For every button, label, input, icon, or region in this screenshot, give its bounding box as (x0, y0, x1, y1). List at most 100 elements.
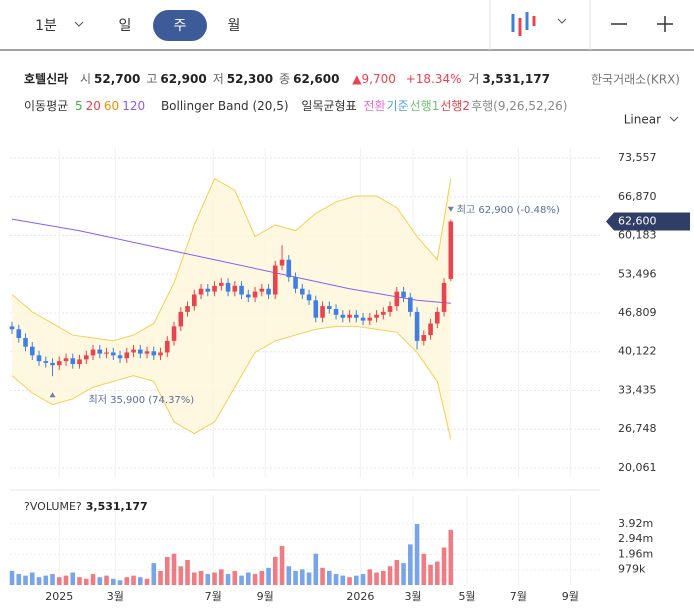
candle-body (36, 355, 42, 362)
volume-bar (43, 575, 49, 585)
tab-1min[interactable]: 1분 (35, 18, 84, 34)
volume-bar (259, 570, 265, 585)
tab-label[interactable]: 월 (228, 18, 241, 34)
grid: 20,061 26,748 33,435 40,122 46,809 53,496 60,1… (10, 148, 657, 585)
candle-body (306, 294, 312, 301)
volume-bar (401, 563, 406, 585)
volume-bar (9, 570, 15, 585)
volume-bar (70, 572, 76, 585)
field-label: 시 (80, 72, 92, 86)
change-pct: +18.34% (405, 72, 462, 86)
candle-body (16, 329, 22, 338)
ma-title: 이동평균 (24, 99, 69, 113)
volume-bar (286, 566, 292, 585)
volume-bar (266, 567, 271, 585)
volume-bar (164, 556, 170, 585)
y-tick-label: 26,748 (618, 422, 657, 435)
y-tick-label: 1.96m (618, 547, 653, 560)
candle-body (286, 259, 292, 278)
volume-bar (158, 570, 163, 585)
candle-body (408, 297, 413, 312)
bollinger-label: Bollinger Band (20,5) (160, 99, 289, 113)
x-tick-label: 9월 (562, 590, 579, 603)
volume-bar (178, 566, 184, 585)
candle-body (144, 351, 150, 354)
candle-body (218, 282, 224, 286)
field-value: 62,600 (293, 72, 340, 86)
y-tick-label: 73,557 (618, 151, 657, 164)
candle-body (428, 323, 433, 336)
candle-body (164, 340, 170, 353)
candle-body (266, 288, 271, 295)
volume-bar (245, 572, 251, 585)
candle-body (313, 300, 319, 318)
candle-body (320, 306, 325, 318)
tab-selected-pill[interactable] (153, 10, 207, 41)
candle-body (50, 362, 55, 366)
volume-bar (137, 577, 143, 585)
candle-body (117, 355, 123, 359)
chart-type-icon[interactable] (511, 12, 567, 36)
y-tick-label: 979k (618, 563, 646, 576)
candle-body (272, 265, 278, 295)
candle-body (299, 288, 305, 295)
candle-body (97, 349, 103, 354)
x-tick-label: 7월 (205, 590, 222, 603)
y-tick-label: 40,122 (618, 345, 657, 358)
candle-body (232, 285, 238, 292)
field-value: 62,900 (160, 72, 207, 86)
ma-legend: 5 20 60 120 (75, 99, 148, 113)
y-tick-label: 66,870 (618, 190, 657, 203)
volume-bar (212, 572, 217, 585)
candle-body (90, 349, 96, 356)
field-label: 고 (146, 72, 158, 86)
candle-body (56, 361, 62, 366)
tab-label[interactable]: 일 (119, 18, 132, 34)
y-tick-label: 2.94m (618, 532, 653, 545)
chevron[interactable] (557, 18, 567, 24)
candle-body (239, 285, 244, 295)
candle-body (23, 337, 28, 347)
y-tick-label: 3.92m (618, 517, 653, 530)
indicator-row: 이동평균 5 20 60 120 Bollinger Band (20,5) 일목균형… (24, 97, 571, 114)
candle-body (104, 352, 109, 354)
ma-period: 20 (85, 99, 101, 113)
chevron[interactable] (669, 116, 679, 122)
volume-bar (90, 574, 96, 585)
candle-body (347, 314, 352, 318)
tab-label[interactable]: 1분 (35, 18, 57, 34)
chevron[interactable] (74, 21, 84, 27)
volume-bar (374, 572, 379, 585)
candle-body (124, 352, 130, 359)
ichimoku-legend: 전환기준선행1선행2후행(9,26,52,26) (363, 99, 568, 113)
x-tick-label: 2025 (45, 590, 73, 603)
candle-body (333, 308, 339, 315)
zoom-in[interactable] (657, 16, 673, 32)
volume-bar (151, 563, 157, 585)
candle-body (381, 311, 386, 315)
ma-period: 5 (75, 99, 83, 113)
volume-bar (381, 570, 386, 585)
candle-body (360, 317, 366, 321)
candle-body (441, 282, 447, 312)
volume-bar (104, 575, 109, 585)
volume-bar (428, 564, 433, 585)
volume-bar (239, 575, 244, 585)
candle-body (137, 349, 143, 354)
candle-body (367, 317, 373, 321)
volume-bar (347, 577, 352, 585)
tab-label[interactable]: 주 (174, 18, 187, 34)
field-value: 3,531,177 (482, 72, 550, 86)
volume-bar (23, 575, 28, 585)
candle-body (185, 306, 190, 312)
volume-bar (320, 567, 325, 585)
bollinger-lower (11, 325, 452, 440)
stock-name: 호텔신라 (24, 72, 69, 86)
candle-body (83, 355, 89, 360)
candle-body (374, 314, 379, 318)
volume-bar (50, 574, 55, 585)
volume-bar (36, 577, 42, 585)
scale-mode[interactable]: Linear (624, 113, 661, 127)
candle-body (340, 314, 346, 318)
candle-body (414, 311, 420, 341)
